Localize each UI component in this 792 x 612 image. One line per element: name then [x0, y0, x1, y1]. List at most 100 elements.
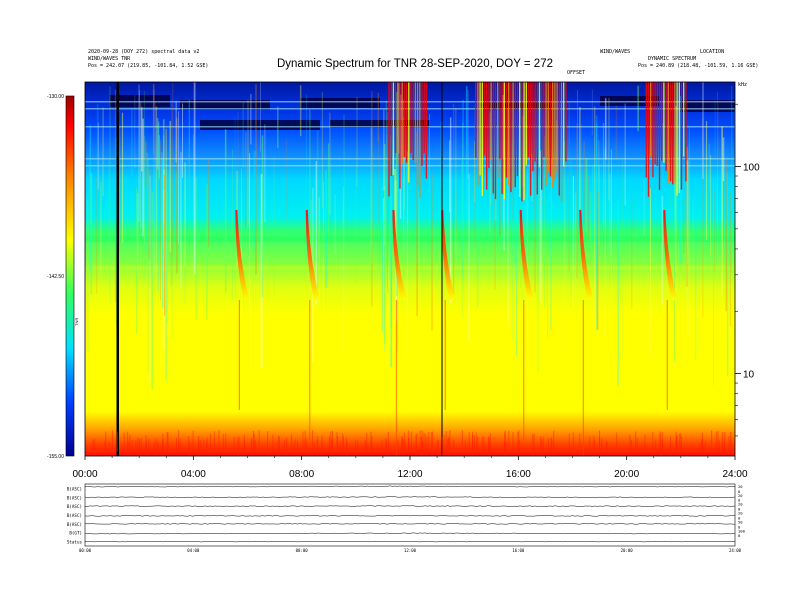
- burst-cluster: [552, 82, 554, 188]
- texture-streak: [514, 186, 516, 268]
- low-freq-texture: [189, 441, 191, 456]
- texture-streak: [355, 169, 357, 284]
- texture-streak: [689, 128, 690, 337]
- texture-streak: [121, 112, 124, 243]
- burst-cluster: [541, 82, 543, 190]
- texture-streak: [206, 184, 208, 320]
- texture-streak: [402, 117, 404, 169]
- texture-streak: [551, 158, 552, 247]
- x-tick-label: 20:00: [614, 469, 639, 480]
- texture-streak: [539, 151, 542, 300]
- texture-streak: [494, 110, 496, 290]
- aux-series-label: B(ASC): [67, 513, 82, 518]
- low-freq-texture: [472, 434, 473, 456]
- low-freq-texture: [225, 433, 227, 452]
- texture-streak: [147, 158, 150, 375]
- low-freq-texture: [203, 439, 205, 456]
- low-freq-texture: [385, 438, 387, 456]
- low-freq-texture: [222, 434, 224, 454]
- chart-title: Dynamic Spectrum for TNR 28-SEP-2020, DO…: [276, 58, 553, 70]
- low-freq-texture: [428, 432, 430, 447]
- texture-streak: [572, 175, 574, 307]
- texture-streak: [596, 191, 599, 330]
- aux-right-tick: 0: [738, 507, 741, 512]
- burst-tail-4: [523, 300, 525, 440]
- aux-x-tick-label: 04:00: [187, 548, 200, 553]
- texture-streak: [579, 107, 581, 210]
- texture-streak: [591, 89, 593, 136]
- burst-cluster: [650, 82, 652, 157]
- texture-streak: [476, 130, 479, 307]
- low-freq-texture: [532, 434, 534, 456]
- texture-streak: [242, 102, 244, 169]
- texture-streak: [587, 175, 589, 240]
- low-freq-texture: [206, 441, 208, 456]
- texture-streak: [396, 91, 398, 297]
- low-freq-texture: [342, 433, 344, 451]
- texture-streak: [384, 144, 386, 345]
- burst-cluster: [510, 82, 512, 193]
- burst-cluster: [543, 82, 545, 157]
- texture-streak: [585, 158, 588, 233]
- texture-streak: [540, 149, 543, 316]
- texture-streak: [708, 143, 710, 190]
- low-freq-texture: [436, 440, 438, 456]
- y-tick-label: 100: [743, 163, 760, 174]
- burst-cluster: [499, 82, 501, 160]
- texture-streak: [489, 112, 491, 233]
- texture-streak: [164, 174, 166, 316]
- texture-streak: [149, 175, 151, 382]
- texture-streak: [184, 162, 186, 267]
- aux-series-label: Status: [67, 540, 83, 545]
- aux-series-line: [84, 532, 736, 535]
- texture-streak: [170, 103, 173, 286]
- low-freq-texture: [533, 433, 535, 453]
- texture-streak: [134, 95, 136, 168]
- low-freq-texture: [407, 430, 409, 452]
- texture-streak: [596, 123, 597, 331]
- low-freq-texture: [237, 437, 239, 456]
- burst-cluster: [658, 82, 661, 190]
- low-freq-texture: [410, 431, 412, 456]
- texture-streak: [175, 172, 177, 275]
- texture-streak: [403, 99, 405, 254]
- low-freq-texture: [178, 430, 180, 453]
- aux-panel-frame: [84, 483, 736, 547]
- low-freq-texture: [297, 441, 299, 456]
- texture-streak: [343, 114, 345, 261]
- burst-tail-2: [395, 300, 398, 456]
- low-freq-texture: [421, 436, 422, 456]
- low-freq-texture: [704, 440, 706, 456]
- colorbar-axis-label: TNR: [74, 318, 79, 326]
- texture-streak: [462, 99, 464, 230]
- texture-streak: [148, 169, 151, 260]
- aux-right-tick: 20: [738, 493, 743, 498]
- colorbar-label-bottom: -155.00: [47, 454, 64, 460]
- texture-streak: [398, 83, 400, 154]
- y-axis-right: 10 100: [735, 103, 760, 437]
- burst-cluster: [481, 82, 483, 197]
- burst-cluster: [652, 82, 654, 178]
- texture-streak: [193, 82, 196, 274]
- texture-streak: [193, 134, 194, 215]
- burst-cluster: [545, 82, 547, 185]
- texture-streak: [431, 172, 433, 331]
- low-freq-texture: [426, 436, 428, 456]
- burst-cluster: [530, 82, 532, 196]
- dark-band-1: [180, 100, 270, 110]
- low-freq-texture: [644, 434, 646, 456]
- texture-streak: [144, 135, 146, 245]
- texture-streak: [474, 141, 476, 203]
- texture-streak: [234, 117, 236, 300]
- texture-streak: [592, 165, 594, 242]
- low-freq-texture: [630, 439, 632, 456]
- low-freq-texture: [441, 436, 443, 456]
- texture-streak: [97, 122, 99, 189]
- low-freq-texture: [680, 436, 682, 456]
- texture-streak: [385, 100, 387, 228]
- low-freq-texture: [108, 441, 110, 456]
- low-freq-texture: [542, 436, 544, 456]
- burst-cluster: [505, 82, 508, 178]
- low-freq-texture: [167, 431, 169, 456]
